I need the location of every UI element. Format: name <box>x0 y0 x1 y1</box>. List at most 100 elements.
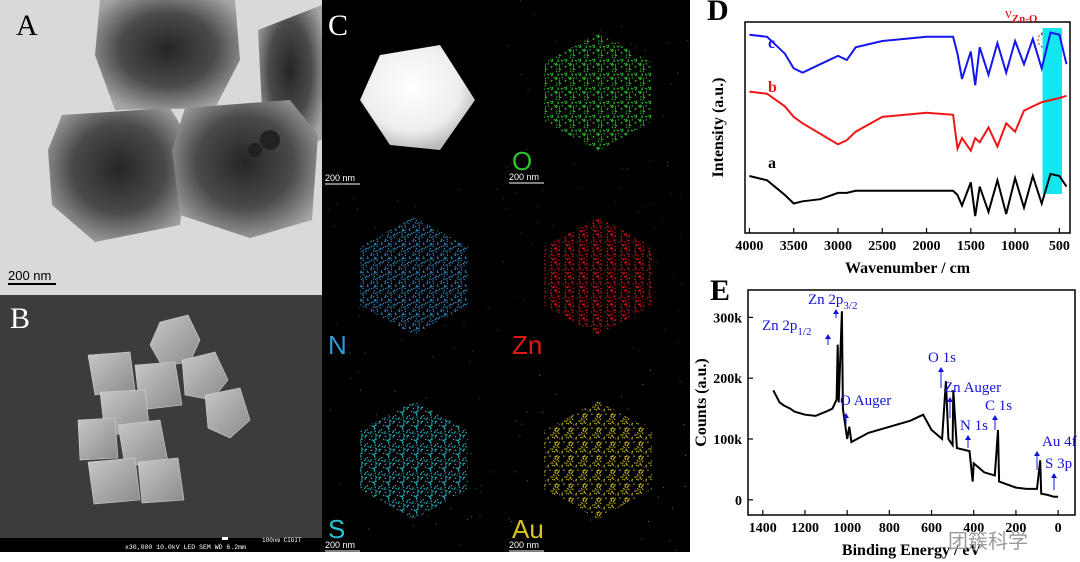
spectrum-line <box>749 31 1068 86</box>
noise-dot <box>542 189 544 191</box>
noise-dot <box>683 424 685 426</box>
noise-dot <box>479 516 481 518</box>
x-tick-label: 200 <box>1005 521 1026 536</box>
noise-dot <box>620 396 622 398</box>
noise-dot <box>627 408 629 410</box>
x-tick-label: 1000 <box>1001 239 1029 254</box>
noise-dot <box>475 487 477 489</box>
noise-dot <box>631 43 633 45</box>
x-tick-label: 500 <box>1049 239 1070 254</box>
noise-dot <box>356 208 358 210</box>
peak-label-text: O 1s <box>928 350 956 366</box>
noise-dot <box>463 323 465 325</box>
y-tick-label: 300k <box>713 311 742 326</box>
noise-dot <box>684 454 686 456</box>
highlight-band <box>1042 28 1063 194</box>
peak-label-text: C 1s <box>985 398 1012 414</box>
noise-dot <box>633 317 635 319</box>
noise-dot <box>644 50 646 52</box>
x-tick-label: 600 <box>921 521 942 536</box>
element-label: S <box>328 514 345 544</box>
y-axis-label: Counts (a.u.) <box>693 358 710 446</box>
noise-dot <box>679 381 681 383</box>
noise-dot <box>349 352 351 354</box>
plot-frame <box>744 21 1071 234</box>
noise-dot <box>506 207 508 209</box>
noise-dot <box>670 193 672 195</box>
peak-arrow-head <box>938 367 944 372</box>
scale-bar-label: 200 nm <box>325 173 355 183</box>
sem-info-bar <box>0 538 322 552</box>
x-tick-label: 1000 <box>833 521 861 536</box>
element-map <box>544 217 652 335</box>
scale-bar-label: 200 nm <box>325 540 355 550</box>
noise-dot <box>671 507 673 509</box>
particle <box>48 108 190 242</box>
particle <box>87 457 141 505</box>
particle <box>204 387 251 439</box>
noise-dot <box>458 188 460 190</box>
noise-dot <box>531 167 533 169</box>
noise-dot <box>453 347 455 349</box>
particle <box>172 100 318 238</box>
noise-dot <box>432 356 434 358</box>
x-tick-label: 1200 <box>791 521 819 536</box>
debris <box>248 143 262 157</box>
element-map <box>544 401 652 519</box>
element-label: Zn <box>512 330 542 360</box>
noise-dot <box>337 185 339 187</box>
particle <box>95 0 240 110</box>
noise-dot <box>397 200 399 202</box>
noise-dot <box>551 224 553 226</box>
peak-label: Zn Auger <box>944 380 1001 396</box>
annotation-sub: Zn-O <box>1012 13 1038 25</box>
noise-dot <box>466 518 468 520</box>
panel-label: B <box>10 302 30 335</box>
y-tick-label: 200k <box>713 372 742 387</box>
noise-dot <box>519 435 521 437</box>
particle <box>181 351 229 401</box>
noise-dot <box>644 423 646 425</box>
noise-dot <box>531 242 533 244</box>
noise-dot <box>617 42 619 44</box>
peak-label-text: N 1s <box>960 418 988 434</box>
noise-dot <box>533 14 535 16</box>
noise-dot <box>542 412 544 414</box>
noise-dot <box>358 306 360 308</box>
noise-dot <box>470 452 472 454</box>
noise-dot <box>666 162 668 164</box>
noise-dot <box>675 549 677 551</box>
x-tick-label: 1400 <box>749 521 777 536</box>
x-tick-label: 4000 <box>735 239 763 254</box>
watermark: 团簇科学 <box>948 529 1028 553</box>
noise-dot <box>427 515 429 517</box>
peak-label: Zn 2p1/2 <box>762 318 811 338</box>
noise-dot <box>511 521 513 523</box>
noise-dot <box>374 226 376 228</box>
noise-dot <box>574 162 576 164</box>
peak-arrow-head <box>825 334 831 339</box>
noise-dot <box>335 324 337 326</box>
noise-dot <box>537 222 539 224</box>
element-map <box>360 217 468 335</box>
noise-dot <box>540 176 542 178</box>
noise-dot <box>677 72 679 74</box>
noise-dot <box>652 203 654 205</box>
noise-dot <box>471 350 473 352</box>
peak-arrow-head <box>1034 451 1040 456</box>
noise-dot <box>425 397 427 399</box>
x-tick-label: 0 <box>1055 521 1062 536</box>
noise-dot <box>653 291 655 293</box>
noise-dot <box>632 347 634 349</box>
noise-dot <box>662 218 664 220</box>
noise-dot <box>642 383 644 385</box>
sem-scale: 100nm CIGIT <box>262 537 302 544</box>
noise-dot <box>684 486 686 488</box>
annotation-symbol: ν <box>1005 6 1012 22</box>
sem-info: x30,000 10.0kV LED SEM WD 6.2mm <box>125 544 246 551</box>
noise-dot <box>336 203 338 205</box>
series-label: b <box>768 79 777 96</box>
peak-label-text: Zn 2p <box>808 292 843 308</box>
noise-dot <box>368 528 370 530</box>
